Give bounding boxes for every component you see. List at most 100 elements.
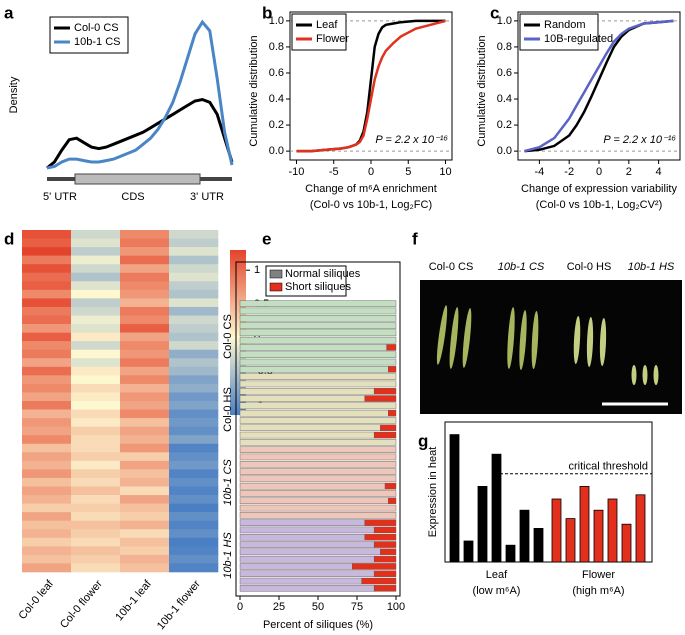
bar-segment <box>239 570 375 578</box>
bar <box>505 544 516 563</box>
x-tick-label: 4 <box>656 166 662 178</box>
heatmap-cell <box>22 563 72 573</box>
y-axis-label: Density <box>8 76 20 113</box>
heatmap-cell <box>169 358 219 368</box>
heatmap-cell <box>120 563 170 573</box>
heatmap-cell <box>71 247 121 256</box>
bar-segment <box>239 548 381 556</box>
heatmap-cell <box>120 546 170 556</box>
heatmap-cell <box>71 435 121 445</box>
heatmap-cell <box>169 332 219 342</box>
heatmap-cell <box>120 486 170 496</box>
bar-segment <box>239 534 366 541</box>
photo-label: Col-0 HS <box>567 261 612 273</box>
bar-segment <box>239 336 397 344</box>
heatmap-cell <box>71 537 121 547</box>
heatmap-cell <box>169 426 219 436</box>
heatmap-cell <box>169 255 219 265</box>
legend-box <box>519 13 599 51</box>
y-tick-label: 1.0 <box>497 15 512 27</box>
heatmap-cell <box>22 315 72 325</box>
bar-segment <box>239 402 397 410</box>
column-label: 10b-1 leaf <box>113 577 154 623</box>
y-tick-label: 0.8 <box>497 41 512 53</box>
bar-segment <box>364 519 397 526</box>
heatmap-cell <box>120 349 170 359</box>
heatmap-cell <box>71 477 121 487</box>
bar <box>449 434 460 563</box>
heatmap-cell <box>22 230 72 239</box>
bar <box>533 528 544 563</box>
heatmap-cell <box>22 264 72 274</box>
heatmap-cell <box>22 426 72 436</box>
panel-letter: d <box>4 229 14 248</box>
x-tick-label: 2 <box>626 166 632 178</box>
legend-label: Random <box>544 19 586 31</box>
heatmap-cell <box>169 443 219 453</box>
y-tick-label: 0.6 <box>497 67 512 79</box>
bar-segment <box>373 555 397 563</box>
heatmap-cell <box>120 554 170 564</box>
group-label: Flower <box>582 569 615 581</box>
legend-box <box>291 13 347 51</box>
heatmap-cell <box>71 238 121 248</box>
heatmap-cell <box>22 460 72 470</box>
group-label: 10b-1 HS <box>222 532 234 579</box>
heatmap-cell <box>169 230 219 239</box>
heatmap-cell <box>169 298 219 308</box>
bar <box>565 518 576 563</box>
bar-segment <box>239 526 375 534</box>
heatmap-cell <box>22 435 72 445</box>
heatmap-cell <box>22 495 72 504</box>
heatmap-cell <box>120 230 170 239</box>
x-tick-label: 5 <box>405 166 411 178</box>
heatmap-cell <box>22 469 72 479</box>
bar-segment <box>352 563 397 570</box>
bar-segment <box>364 395 397 402</box>
heatmap-cell <box>169 401 219 410</box>
heatmap-cell <box>71 341 121 350</box>
heatmap-cell <box>22 529 72 539</box>
heatmap-cell <box>169 383 219 393</box>
heatmap-cell <box>71 520 121 530</box>
heatmap-cell <box>169 469 219 479</box>
heatmap-cell <box>22 554 72 564</box>
y-tick-label: 0.4 <box>269 93 284 105</box>
heatmap-cell <box>22 298 72 308</box>
bar-segment <box>239 475 397 483</box>
bar-segment <box>239 388 375 395</box>
heatmap-cell <box>120 452 170 462</box>
y-tick-label: 0.6 <box>269 67 284 79</box>
bar-segment <box>373 570 397 578</box>
bar-segment <box>373 526 397 534</box>
bar <box>579 485 590 563</box>
heatmap-cell <box>71 255 121 265</box>
density-line <box>46 97 234 170</box>
heatmap-cell <box>22 452 72 462</box>
heatmap-cell <box>169 554 219 564</box>
panel-letter: a <box>4 3 14 22</box>
bar-segment <box>239 351 397 359</box>
bar-segment <box>239 300 397 307</box>
heatmap-cell <box>169 341 219 350</box>
bar-segment <box>239 512 397 519</box>
column-label: Col-0 flower <box>58 578 105 631</box>
heatmap-cell <box>120 264 170 274</box>
bar-segment <box>239 519 366 526</box>
group-sublabel: (low m⁶A) <box>473 585 521 597</box>
x-tick-label: -4 <box>534 166 544 178</box>
bar <box>491 453 502 563</box>
legend-label: Col-0 CS <box>74 22 119 34</box>
heatmap-cell <box>169 306 219 316</box>
heatmap-cell <box>120 298 170 308</box>
bar-segment <box>239 541 375 548</box>
bar-segment <box>380 424 397 432</box>
legend-label: 10b-1 CS <box>74 36 120 48</box>
bar-segment <box>239 409 389 417</box>
heatmap-cell <box>71 469 121 479</box>
heatmap-cell <box>71 349 121 359</box>
heatmap-cell <box>120 383 170 393</box>
density-line <box>46 19 234 170</box>
heatmap-cell <box>22 341 72 350</box>
